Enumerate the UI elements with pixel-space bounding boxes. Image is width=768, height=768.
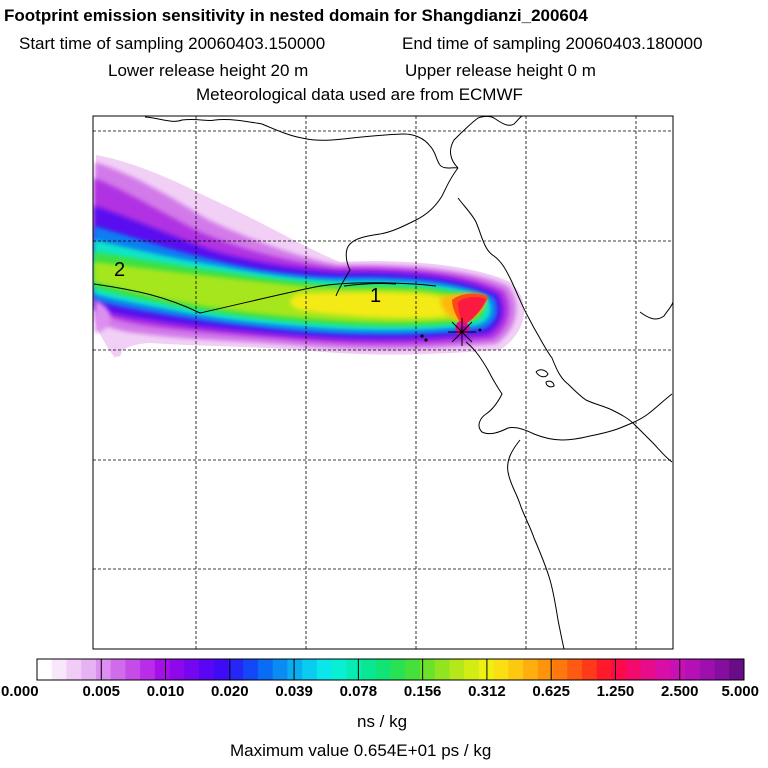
colorbar-swatch — [375, 659, 391, 680]
colorbar-tick-label: 0.020 — [211, 683, 249, 700]
colorbar — [36, 658, 745, 681]
colorbar-swatch — [670, 659, 686, 680]
colorbar-swatch — [169, 659, 185, 680]
contour-line-2 — [93, 282, 437, 314]
colorbar-tick-labels: 0.000 0.005 0.010 0.020 0.039 0.078 0.156 0.312… — [1, 683, 759, 700]
release-dot-2 — [424, 338, 428, 342]
colorbar-frame — [36, 658, 745, 681]
coastline-islands — [535, 369, 555, 388]
colorbar-swatch — [199, 659, 215, 680]
release-dot-1 — [420, 334, 424, 338]
colorbar-swatch — [302, 659, 318, 680]
colorbar-swatch — [567, 659, 583, 680]
map-gridlines — [93, 116, 673, 649]
colorbar-swatch — [464, 659, 480, 680]
colorbar-swatch — [316, 659, 332, 680]
colorbar-swatch — [272, 659, 288, 680]
colorbar-swatch — [228, 659, 244, 680]
colorbar-swatch — [66, 659, 82, 680]
meteorological-data-note: Meteorological data used are from ECMWF — [196, 85, 523, 104]
coastline-north — [144, 116, 459, 169]
colorbar-swatch — [449, 659, 465, 680]
colorbar-swatch — [257, 659, 274, 680]
sampling-start-time: Start time of sampling 20060403.150000 — [19, 34, 326, 53]
plume-level-11 — [458, 297, 486, 326]
colorbar-swatch — [537, 659, 553, 680]
colorbar-swatch — [655, 659, 671, 680]
sampling-end-time: End time of sampling 20060403.180000 — [402, 34, 703, 53]
colorbar-units-label: ns / kg — [357, 712, 408, 731]
colorbar-swatch — [140, 659, 156, 680]
colorbar-swatch — [125, 659, 141, 680]
coastline-far-east — [639, 301, 673, 320]
colorbar-tick-label: 0.000 — [1, 683, 39, 700]
colorbar-swatch — [581, 659, 598, 680]
contour-label-2: 2 — [114, 259, 125, 281]
coastline — [144, 116, 673, 649]
colorbar-swatch — [390, 659, 406, 680]
colorbar-swatch — [213, 659, 229, 680]
release-point-dots — [420, 328, 482, 342]
colorbar-swatch — [419, 659, 436, 680]
colorbar-swatch — [685, 659, 701, 680]
colorbar-tick-label: 5.000 — [721, 683, 759, 700]
colorbar-swatch — [243, 659, 259, 680]
colorbar-swatch — [81, 659, 97, 680]
release-dot-3 — [478, 328, 482, 332]
coastline-south — [507, 439, 565, 649]
colorbar-swatch — [552, 659, 568, 680]
colorbar-tick-label: 2.500 — [661, 683, 699, 700]
colorbar-swatch — [729, 659, 745, 680]
colorbar-swatch — [287, 659, 303, 680]
colorbar-tick-label: 0.625 — [532, 683, 570, 700]
coastline-northeast — [450, 116, 523, 169]
colorbar-swatch — [434, 659, 450, 680]
colorbar-swatch — [110, 659, 126, 680]
colorbar-swatch — [405, 659, 421, 680]
contour-lines — [93, 282, 437, 314]
colorbar-tick-label: 1.250 — [597, 683, 635, 700]
coastline-peninsula — [465, 341, 673, 441]
colorbar-tick-label: 0.156 — [404, 683, 442, 700]
colorbar-swatch — [523, 659, 539, 680]
colorbar-swatch — [714, 659, 730, 680]
receptor-station-marker — [448, 318, 476, 346]
plume-patch-southwest — [111, 344, 122, 357]
colorbar-swatch — [626, 659, 642, 680]
plot-title: Footprint emission sensitivity in nested… — [4, 6, 588, 25]
contour-line-1 — [343, 283, 397, 287]
colorbar-swatch — [154, 659, 170, 680]
colorbar-swatch — [37, 659, 53, 680]
coastline-bay — [335, 167, 459, 297]
colorbar-tick-label: 0.010 — [147, 683, 185, 700]
colorbar-swatch — [346, 659, 362, 680]
upper-release-height: Upper release height 0 m — [405, 61, 596, 80]
colorbar-tick-label: 0.005 — [82, 683, 120, 700]
emission-sensitivity-field — [94, 155, 525, 358]
colorbar-swatch — [331, 659, 347, 680]
colorbar-tick-label: 0.312 — [468, 683, 506, 700]
colorbar-swatch — [95, 659, 112, 680]
plume-patch-west — [95, 300, 111, 333]
colorbar-swatch — [596, 659, 612, 680]
maximum-value-label: Maximum value 0.654E+01 ps / kg — [230, 741, 492, 760]
colorbar-swatch — [508, 659, 524, 680]
lower-release-height: Lower release height 20 m — [108, 61, 309, 80]
map-frame — [92, 115, 674, 650]
coastline-east — [457, 197, 673, 463]
colorbar-tick-label: 0.078 — [340, 683, 378, 700]
contour-label-1: 1 — [370, 285, 381, 307]
colorbar-swatch — [51, 659, 67, 680]
plume-level-8 — [290, 292, 462, 318]
colorbar-swatch — [640, 659, 657, 680]
colorbar-swatch — [611, 659, 627, 680]
colorbar-swatch — [184, 659, 200, 680]
colorbar-swatch — [699, 659, 715, 680]
colorbar-swatch — [493, 659, 509, 680]
colorbar-tick-label: 0.039 — [275, 683, 313, 700]
colorbar-swatch — [361, 659, 377, 680]
